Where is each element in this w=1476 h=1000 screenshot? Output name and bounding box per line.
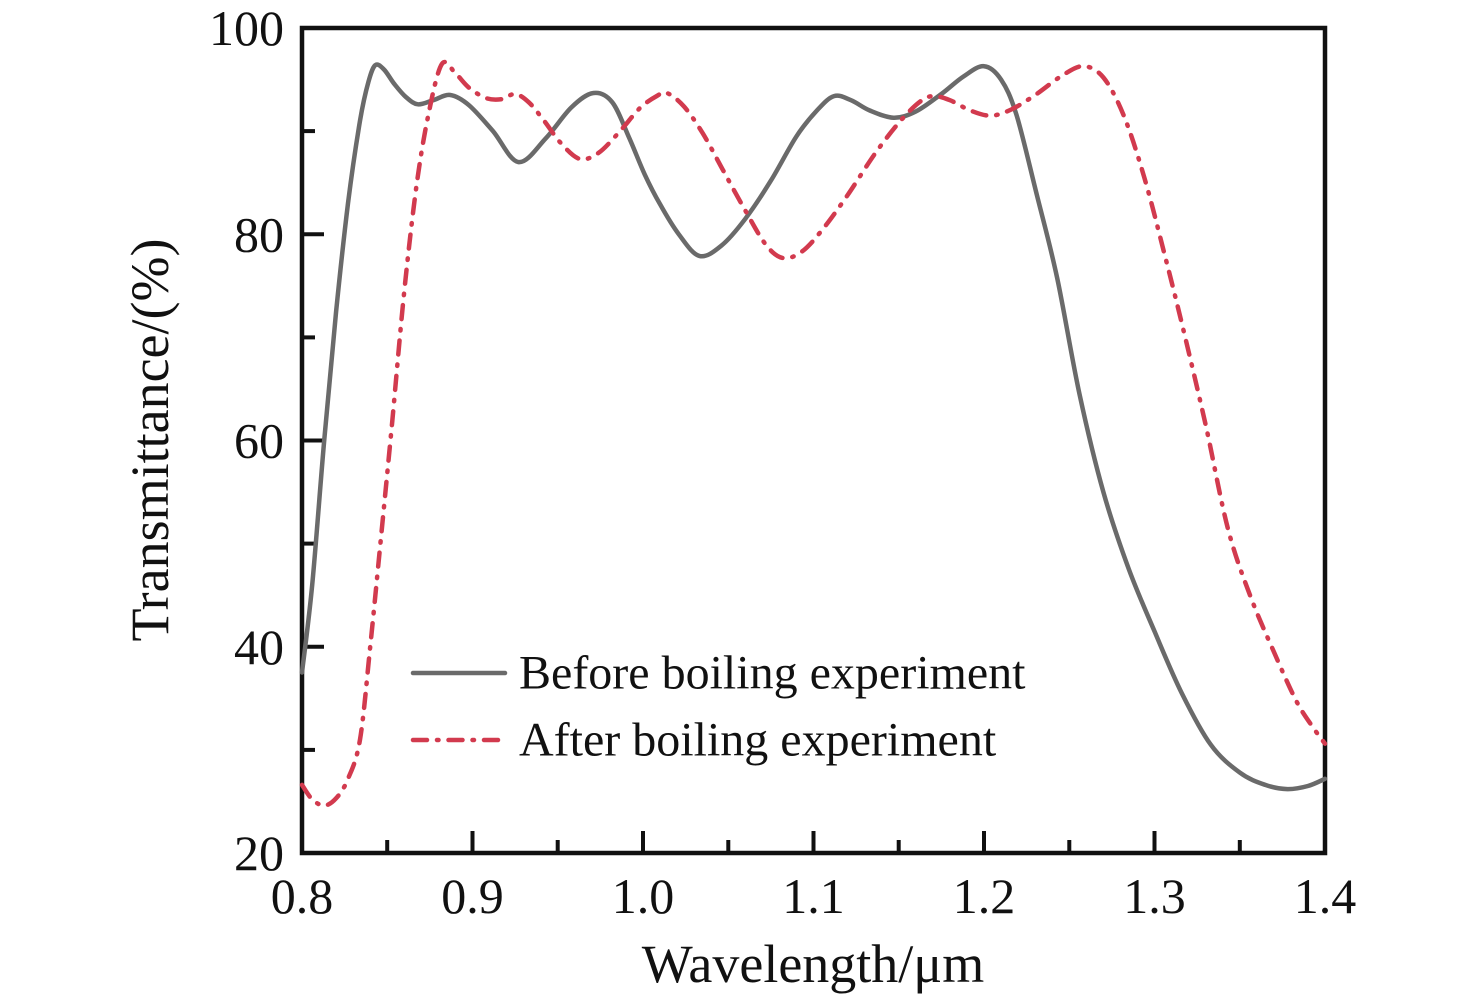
x-tick-label: 1.0	[612, 868, 675, 924]
x-axis-title: Wavelength/μm	[642, 934, 985, 994]
y-tick-label: 40	[234, 619, 284, 675]
y-axis-major-ticks	[302, 26, 324, 855]
legend-label-before: Before boiling experiment	[519, 647, 1026, 700]
y-tick-label: 80	[234, 206, 284, 262]
x-tick-label: 0.9	[441, 868, 504, 924]
x-tick-label: 0.8	[271, 868, 334, 924]
series-line-after-boiling	[299, 59, 1328, 808]
y-tick-label: 60	[234, 413, 284, 469]
y-axis-tick-labels: 20 40 60 80 100	[209, 0, 284, 881]
x-tick-label: 1.1	[782, 868, 845, 924]
legend: Before boiling experiment After boiling …	[410, 647, 1026, 767]
y-tick-label: 20	[234, 825, 284, 881]
y-tick-label: 100	[209, 0, 284, 56]
y-axis-minor-ticks	[302, 129, 315, 752]
x-tick-label: 1.4	[1294, 868, 1357, 924]
x-tick-label: 1.2	[953, 868, 1016, 924]
series-line-before-boiling	[299, 62, 1328, 792]
x-axis-minor-ticks	[385, 840, 1242, 853]
x-axis-tick-labels: 0.8 0.9 1.0 1.1 1.2 1.3 1.4	[271, 868, 1357, 924]
x-tick-label: 1.3	[1123, 868, 1186, 924]
y-axis-title: Transmittance/(%)	[120, 239, 180, 642]
x-axis-major-ticks	[300, 831, 1327, 853]
legend-label-after: After boiling experiment	[519, 714, 997, 767]
